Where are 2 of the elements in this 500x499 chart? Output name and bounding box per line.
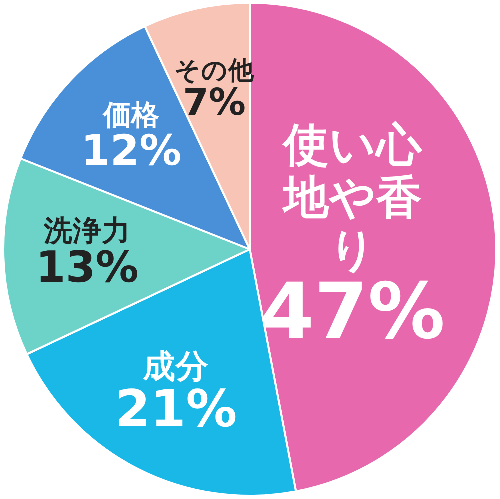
slice-label: 成分 — [142, 347, 210, 386]
slice-label: 洗浄力 — [42, 214, 131, 248]
